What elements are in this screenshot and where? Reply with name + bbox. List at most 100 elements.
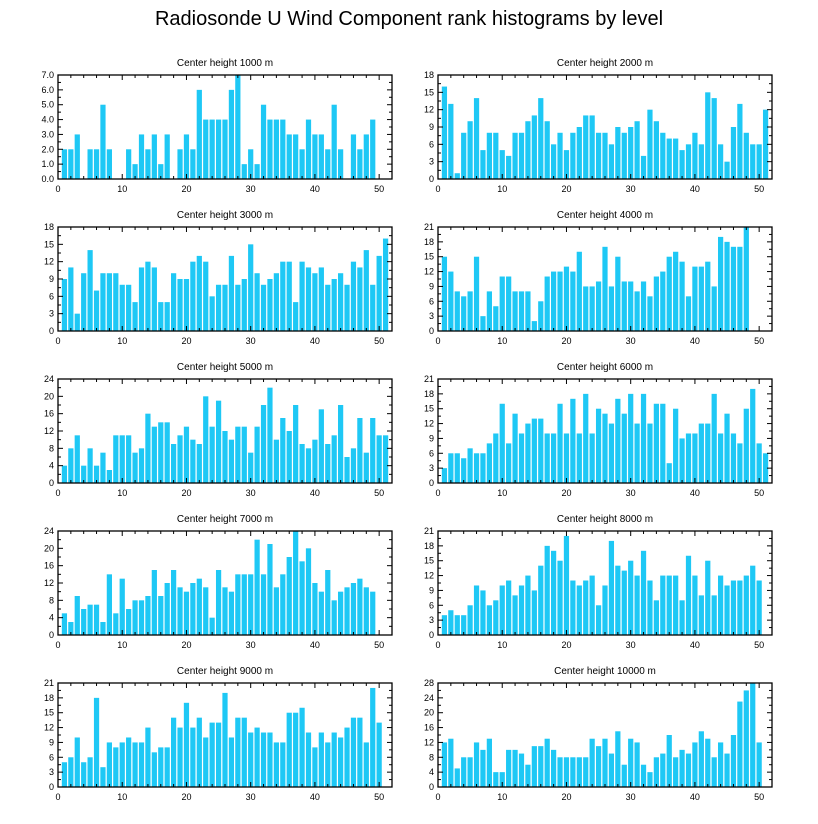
y-tick-label: 3.0 <box>41 129 54 139</box>
bar <box>222 284 228 331</box>
bar <box>113 613 119 635</box>
bar <box>241 574 247 635</box>
bar <box>299 444 305 483</box>
bar <box>608 423 615 483</box>
bar <box>241 164 247 179</box>
bar <box>634 742 640 787</box>
bar <box>634 291 640 331</box>
bar <box>254 426 260 483</box>
bar <box>595 132 602 179</box>
bar <box>743 690 749 787</box>
bar <box>698 423 704 483</box>
x-tick-label: 0 <box>55 488 60 498</box>
bar <box>602 738 608 787</box>
bar <box>93 290 100 331</box>
bar <box>525 121 531 179</box>
bar <box>248 574 254 635</box>
bar <box>357 418 363 483</box>
bar <box>493 600 499 635</box>
bar <box>756 144 762 179</box>
y-tick-label: 9 <box>49 274 54 284</box>
bar <box>241 279 247 331</box>
x-tick-label: 40 <box>690 336 700 346</box>
bar <box>480 150 486 179</box>
bar <box>177 587 183 635</box>
bar <box>473 98 480 179</box>
bar <box>145 727 151 787</box>
bar <box>222 587 228 635</box>
bar <box>158 596 164 635</box>
bar <box>119 742 125 787</box>
x-tick-label: 50 <box>374 792 384 802</box>
bar <box>293 531 299 635</box>
bar <box>338 591 344 635</box>
bar <box>570 132 576 179</box>
y-tick-label: 9 <box>429 281 434 291</box>
bar <box>441 742 448 787</box>
y-tick-label: 16 <box>44 561 54 571</box>
bar <box>106 470 112 483</box>
bar <box>737 443 743 483</box>
bar <box>518 132 525 179</box>
bar <box>608 753 615 787</box>
bar <box>222 431 228 483</box>
bar <box>382 435 389 483</box>
bar <box>653 121 659 179</box>
bar <box>145 413 151 483</box>
bar <box>647 580 653 635</box>
x-tick-label: 40 <box>310 336 320 346</box>
bar <box>563 150 570 179</box>
bar <box>209 296 215 331</box>
bar <box>673 251 679 331</box>
bar <box>615 256 621 331</box>
bar <box>171 717 177 787</box>
x-tick-label: 30 <box>246 640 256 650</box>
y-tick-label: 3 <box>429 311 434 321</box>
bar <box>228 439 235 483</box>
y-tick-label: 21 <box>424 222 434 232</box>
bar <box>653 403 659 483</box>
panel-title: Center height 8000 m <box>557 514 653 525</box>
bar <box>595 408 602 483</box>
bar <box>273 742 279 787</box>
y-tick-label: 5.0 <box>41 100 54 110</box>
bar <box>74 737 80 787</box>
bar <box>679 438 685 483</box>
bar <box>74 435 80 483</box>
bar <box>679 749 685 787</box>
bar <box>570 398 576 483</box>
x-tick-label: 0 <box>55 792 60 802</box>
bar <box>81 762 87 787</box>
bar <box>286 261 292 331</box>
panel-title: Center height 2000 m <box>557 58 653 69</box>
bar <box>589 286 595 331</box>
bar <box>499 403 505 483</box>
bar <box>602 585 608 635</box>
y-tick-label: 12 <box>424 419 434 429</box>
y-tick-label: 0 <box>49 326 54 336</box>
bar <box>756 742 762 787</box>
bar <box>621 570 627 635</box>
y-tick-label: 12 <box>44 257 54 267</box>
bar <box>203 396 209 483</box>
bar <box>344 587 350 635</box>
bar <box>196 717 202 787</box>
bar <box>724 161 730 179</box>
bar <box>196 89 202 179</box>
bar <box>692 266 698 331</box>
bar <box>448 453 454 483</box>
bar <box>363 452 369 483</box>
x-tick-label: 30 <box>626 640 636 650</box>
y-tick-label: 24 <box>424 693 434 703</box>
y-tick-label: 15 <box>424 404 434 414</box>
bar <box>467 605 473 635</box>
panel-10: Center height 10000 m 0 10 20 30 40 50 0 4 8 12 16 2… <box>424 666 773 802</box>
bar <box>183 279 190 331</box>
bar <box>480 453 486 483</box>
bar <box>382 238 389 331</box>
bar <box>164 302 170 331</box>
x-tick-label: 30 <box>246 184 256 194</box>
bar <box>551 749 557 787</box>
bar <box>480 316 486 331</box>
y-tick-label: 0 <box>429 630 434 640</box>
